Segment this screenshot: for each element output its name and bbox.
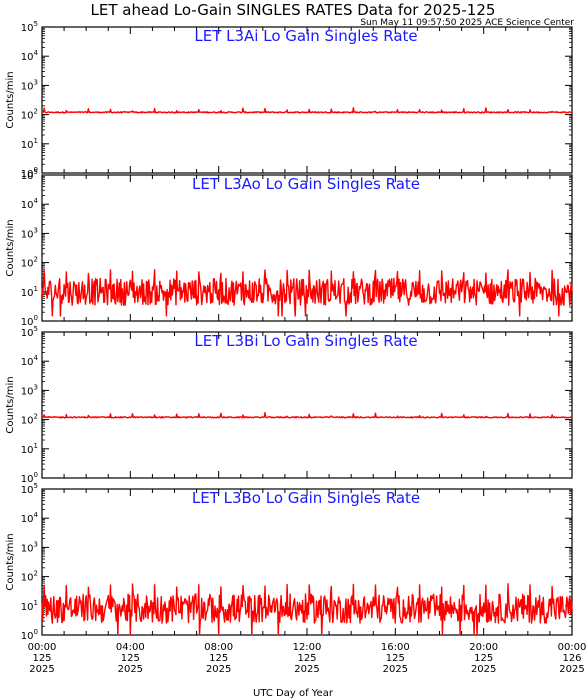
y-tick-label: 103: [21, 540, 38, 554]
y-tick-label: 102: [21, 108, 38, 122]
x-tick-label: 04:00: [116, 642, 145, 653]
x-tick-label: 126: [562, 653, 581, 664]
plot-frame: [41, 331, 573, 479]
x-tick-label: 00:00: [558, 642, 587, 653]
y-tick-label: 100: [21, 628, 38, 642]
y-tick-label: 104: [21, 49, 39, 63]
series-line: [41, 269, 573, 317]
y-tick-label: 102: [21, 570, 38, 584]
x-tick-label: 2025: [29, 664, 54, 675]
x-tick-label: 2025: [294, 664, 319, 675]
panel-title: LET L3Ao Lo Gain Singles Rate: [192, 175, 420, 193]
y-axis-label: Counts/min: [5, 219, 16, 276]
x-tick-label: 125: [386, 653, 405, 664]
y-tick-label: 102: [21, 256, 38, 270]
figure-timestamp: Sun May 11 09:57:50 2025 ACE Science Cen…: [360, 18, 574, 28]
panel-4: 100 101 102 103 104 105 Counts/min LET L3Bo Lo …: [5, 482, 573, 642]
y-tick-label: 101: [21, 137, 38, 151]
y-tick-label: 103: [21, 226, 38, 240]
x-tick-label: 2025: [206, 664, 231, 675]
y-tick-label: 104: [21, 511, 39, 525]
panels: 100 101 102 103 104 105 Counts/min LET L3Ai Lo …: [5, 20, 573, 642]
y-tick-label: 105: [21, 20, 38, 34]
plot-frame: [41, 26, 573, 174]
panel-title: LET L3Bo Lo Gain Singles Rate: [192, 489, 420, 507]
y-axis-label: Counts/min: [5, 533, 16, 590]
x-tick-label: 125: [32, 653, 51, 664]
x-tick-label: 2025: [559, 664, 584, 675]
y-tick-label: 101: [21, 285, 38, 299]
x-tick-label: 00:00: [28, 642, 57, 653]
panel-title: LET L3Ai Lo Gain Singles Rate: [194, 27, 417, 45]
y-axis-label: Counts/min: [5, 71, 16, 128]
x-tick-label: 125: [474, 653, 493, 664]
y-tick-label: 103: [21, 383, 38, 397]
x-tick-label: 125: [121, 653, 140, 664]
y-tick-label: 105: [21, 325, 38, 339]
y-tick-label: 101: [21, 442, 38, 456]
x-tick-label: 2025: [383, 664, 408, 675]
y-tick-label: 101: [21, 599, 38, 613]
y-tick-label: 104: [21, 197, 39, 211]
y-tick-label: 104: [21, 354, 39, 368]
y-tick-label: 103: [21, 78, 38, 92]
x-tick-label: 2025: [471, 664, 496, 675]
x-tick-label: 12:00: [293, 642, 322, 653]
y-tick-label: 102: [21, 413, 38, 427]
figure-title: LET ahead Lo-Gain SINGLES RATES Data for…: [91, 1, 496, 19]
x-tick-label: 125: [297, 653, 316, 664]
x-tick-label: 125: [209, 653, 228, 664]
series-line: [41, 412, 573, 419]
x-tick-label: 16:00: [381, 642, 410, 653]
panel-title: LET L3Bi Lo Gain Singles Rate: [194, 332, 417, 350]
series-line: [41, 583, 573, 636]
y-tick-label: 105: [21, 168, 38, 182]
y-tick-label: 105: [21, 482, 38, 496]
x-tick-label: 08:00: [204, 642, 233, 653]
x-axis-label: UTC Day of Year: [253, 688, 334, 699]
x-tick-label: 2025: [118, 664, 143, 675]
series-line: [41, 107, 573, 114]
x-tick-label: 20:00: [469, 642, 498, 653]
y-axis-label: Counts/min: [5, 376, 16, 433]
x-axis-labels: 00:00125202504:00125202508:00125202512:0…: [28, 642, 587, 675]
